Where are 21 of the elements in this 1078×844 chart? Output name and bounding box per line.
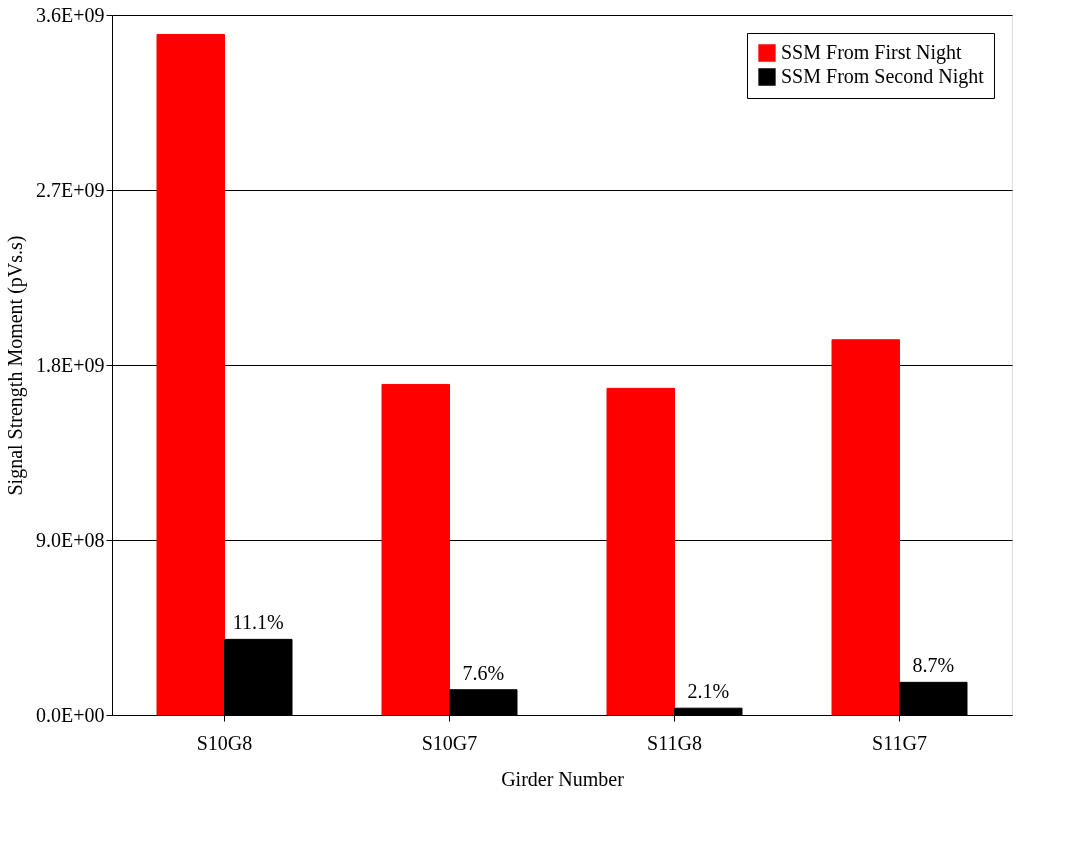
x-tick-label: S11G8 [647, 731, 702, 754]
y-tick-label: 9.0E+08 [36, 528, 105, 551]
annotation: 2.1% [687, 680, 730, 703]
x-tick-label: S10G8 [196, 731, 253, 754]
bar [156, 33, 225, 716]
bar [381, 383, 450, 716]
legend-label: SSM From Second Night [781, 65, 985, 88]
y-tick-label: 1.8E+09 [36, 353, 105, 376]
legend-label: SSM From First Night [781, 41, 963, 64]
bar [606, 387, 675, 716]
bar [831, 339, 900, 716]
y-tick-label: 3.6E+09 [36, 3, 105, 26]
y-tick-label: 2.7E+09 [36, 178, 105, 201]
x-tick-label: S10G7 [421, 731, 478, 754]
annotation: 8.7% [912, 654, 955, 677]
x-tick-label: S11G7 [872, 731, 927, 754]
y-tick-label: 0.0E+00 [36, 703, 105, 726]
y-axis-title: Signal Strength Moment (pVs.s) [4, 235, 27, 496]
annotation: 11.1% [232, 611, 284, 634]
annotation: 7.6% [462, 661, 505, 684]
x-axis-title: Girder Number [501, 767, 625, 790]
